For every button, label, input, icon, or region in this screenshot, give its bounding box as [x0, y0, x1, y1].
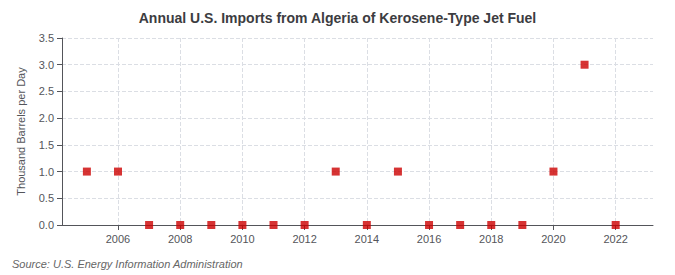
svg-text:2010: 2010 — [230, 233, 254, 245]
svg-text:Annual U.S. Imports from Alger: Annual U.S. Imports from Algeria of Kero… — [139, 10, 537, 26]
svg-text:2022: 2022 — [603, 233, 627, 245]
svg-text:2012: 2012 — [292, 233, 316, 245]
svg-text:0.5: 0.5 — [39, 192, 54, 204]
svg-text:3.0: 3.0 — [39, 59, 54, 71]
svg-text:2006: 2006 — [106, 233, 130, 245]
svg-text:2020: 2020 — [541, 233, 565, 245]
svg-text:3.5: 3.5 — [39, 32, 54, 44]
svg-text:2.5: 2.5 — [39, 85, 54, 97]
svg-text:1.5: 1.5 — [39, 139, 54, 151]
svg-text:1.0: 1.0 — [39, 166, 54, 178]
svg-text:0.0: 0.0 — [39, 219, 54, 231]
svg-text:2008: 2008 — [168, 233, 192, 245]
svg-text:2.0: 2.0 — [39, 112, 54, 124]
svg-text:Thousand Barrels per Day: Thousand Barrels per Day — [15, 67, 27, 196]
svg-text:2016: 2016 — [417, 233, 441, 245]
svg-text:Source: U.S. Energy Informatio: Source: U.S. Energy Information Administ… — [12, 258, 243, 270]
svg-text:2014: 2014 — [355, 233, 379, 245]
svg-text:2018: 2018 — [479, 233, 503, 245]
